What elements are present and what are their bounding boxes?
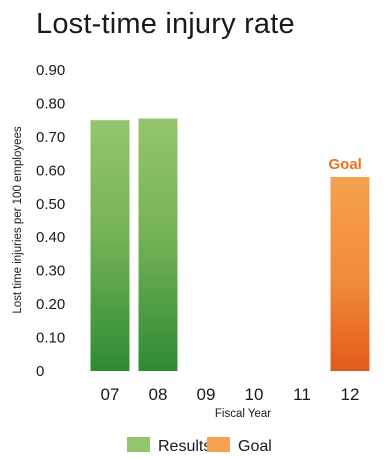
x-tick-label: 07 (101, 385, 120, 404)
x-axis-ticks: 07 08 09 10 11 12 (101, 385, 360, 404)
y-tick-label: 0.30 (36, 263, 65, 280)
bar-results-07 (90, 120, 130, 372)
y-tick-label: 0.40 (36, 229, 65, 246)
y-tick-label: 0.90 (36, 62, 65, 79)
legend-label-goal: Goal (238, 438, 272, 455)
goal-annotation: Goal (329, 156, 362, 173)
x-tick-label: 08 (149, 385, 168, 404)
legend-swatch-goal (207, 437, 230, 452)
x-tick-label: 09 (197, 385, 216, 404)
y-tick-label: 0.80 (36, 95, 65, 112)
chart-title: Lost-time injury rate (36, 8, 295, 40)
y-axis-ticks: 0 0.10 0.20 0.30 0.40 0.50 0.60 0.70 0.80 0.90 (36, 62, 65, 380)
x-tick-label: 10 (245, 385, 264, 404)
legend: Results Goal (127, 437, 272, 455)
y-tick-label: 0.70 (36, 129, 65, 146)
y-tick-label: 0.50 (36, 196, 65, 213)
x-axis-label: Fiscal Year (215, 408, 271, 420)
y-tick-label: 0.20 (36, 296, 65, 313)
y-tick-label: 0 (36, 363, 44, 380)
annotations: Goal (329, 156, 362, 173)
bar-results-08 (138, 118, 178, 371)
y-tick-label: 0.60 (36, 162, 65, 179)
y-axis-label: Lost time injuries per 100 employees (12, 126, 24, 314)
bars (90, 118, 370, 372)
x-tick-label: 11 (293, 385, 311, 404)
y-tick-label: 0.10 (36, 330, 65, 347)
x-tick-label: 12 (341, 385, 360, 404)
legend-label-results: Results (158, 438, 211, 455)
bar-goal-12 (330, 177, 370, 371)
legend-swatch-results (127, 437, 150, 452)
